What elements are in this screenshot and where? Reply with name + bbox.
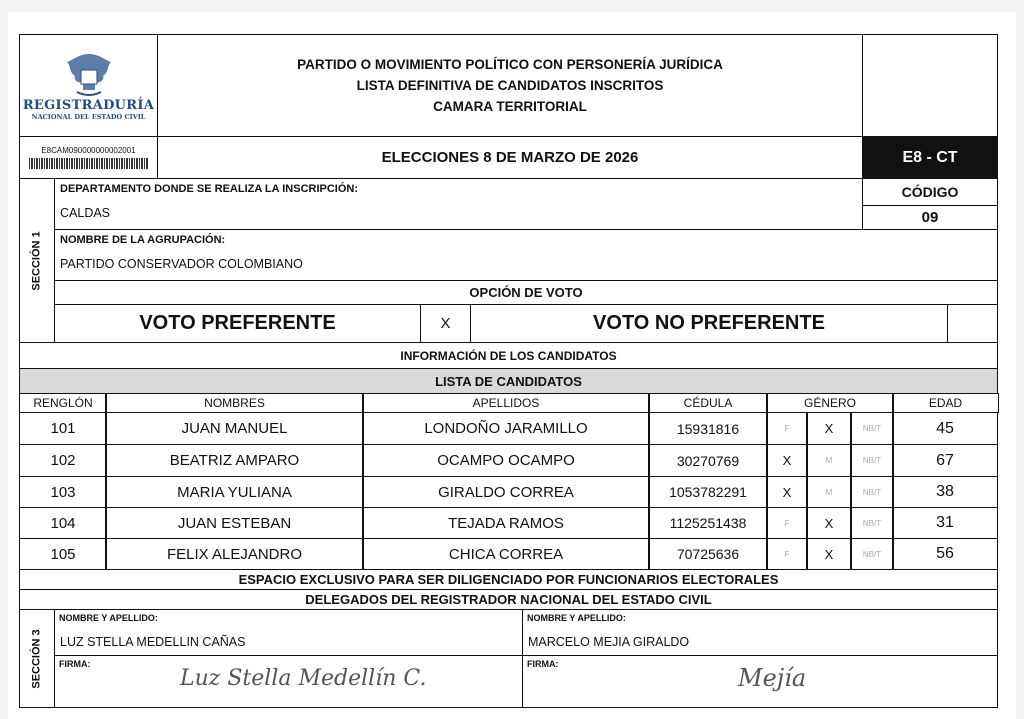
cell-genero-m: M [806,444,852,477]
cell-edad: 67 [892,444,998,477]
cell-genero-nbt: NB/T [850,412,894,445]
cell-apellidos: GIRALDO CORREA [362,476,650,508]
delegate-2-signature-cell: FIRMA: Mejía [522,655,998,708]
no-preferente-checkbox[interactable] [947,304,998,343]
signature-label: FIRMA: [527,659,559,669]
section-3-label: SECCIÓN 3 [19,609,55,708]
cell-genero-m: M [806,476,852,508]
cell-apellidos: CHICA CORREA [362,538,650,570]
cell-genero-nbt: NB/T [850,507,894,539]
code-label: CÓDIGO [862,178,998,206]
cell-renglon: 101 [19,412,107,445]
cell-genero-f: X [766,444,808,477]
cell-cedula: 70725636 [648,538,768,570]
coat-of-arms-icon [66,54,111,96]
cell-edad: 31 [892,507,998,539]
code-value: 09 [862,205,998,230]
candidates-list-title: LISTA DE CANDIDATOS [19,368,998,394]
section-1-label: SECCIÓN 1 [19,178,55,343]
blank-header-cell [862,34,998,137]
department-label: DEPARTAMENTO DONDE SE REALIZA LA INSCRIP… [60,183,359,195]
barcode-image [28,158,149,169]
cell-nombres: MARIA YULIANA [105,476,364,508]
name-label: NOMBRE Y APELLIDO: [527,613,626,623]
cell-cedula: 30270769 [648,444,768,477]
cell-genero-f: F [766,412,808,445]
cell-edad: 38 [892,476,998,508]
cell-genero-nbt: NB/T [850,444,894,477]
cell-genero-f: X [766,476,808,508]
preferente-checkbox[interactable]: X [420,304,471,343]
delegate-1-signature-cell: FIRMA: Luz Stella Medellín C. [54,655,523,708]
form-title: PARTIDO O MOVIMIENTO POLÍTICO CON PERSON… [157,34,863,137]
column-header-edad: EDAD [892,393,999,413]
column-header-nombres: NOMBRES [105,393,364,413]
cell-cedula: 15931816 [648,412,768,445]
cell-genero-f: F [766,538,808,570]
paper-background [8,12,1016,719]
election-name: ELECCIONES 8 DE MARZO DE 2026 [157,136,863,179]
logo-subtext: NACIONAL DEL ESTADO CIVIL [31,113,146,121]
form-code-badge: E8 - CT [862,136,998,179]
column-header-genero: GÉNERO [766,393,894,413]
cell-genero-m: X [806,507,852,539]
cell-renglon: 105 [19,538,107,570]
candidates-info-title: INFORMACIÓN DE LOS CANDIDATOS [19,342,998,369]
delegate-1-name: LUZ STELLA MEDELLIN CAÑAS [60,635,246,649]
cell-renglon: 104 [19,507,107,539]
cell-edad: 56 [892,538,998,570]
cell-nombres: BEATRIZ AMPARO [105,444,364,477]
barcode-cell: E8CAM090000000002001 [19,136,158,179]
cell-genero-f: F [766,507,808,539]
barcode-number: E8CAM090000000002001 [41,146,136,155]
group-cell: NOMBRE DE LA AGRUPACIÓN: PARTIDO CONSERV… [54,229,998,281]
title-line: LISTA DEFINITIVA DE CANDIDATOS INSCRITOS [356,78,664,93]
delegate-2-name-cell: NOMBRE Y APELLIDO: MARCELO MEJIA GIRALDO [522,609,998,656]
column-header-renglon: RENGLÓN [19,393,107,413]
signature-label: FIRMA: [59,659,91,669]
no-preferente-label: VOTO NO PREFERENTE [470,304,948,343]
cell-genero-m: X [806,412,852,445]
group-value: PARTIDO CONSERVADOR COLOMBIANO [60,257,303,271]
cell-cedula: 1125251438 [648,507,768,539]
cell-renglon: 103 [19,476,107,508]
cell-renglon: 102 [19,444,107,477]
column-header-apellidos: APELLIDOS [362,393,650,413]
cell-nombres: FELIX ALEJANDRO [105,538,364,570]
department-cell: DEPARTAMENTO DONDE SE REALIZA LA INSCRIP… [54,178,863,230]
preferente-label: VOTO PREFERENTE [54,304,421,343]
cell-apellidos: OCAMPO OCAMPO [362,444,650,477]
cell-genero-m: X [806,538,852,570]
logo-text: REGISTRADURÍA [22,98,155,113]
cell-apellidos: LONDOÑO JARAMILLO [362,412,650,445]
delegates-title: DELEGADOS DEL REGISTRADOR NACIONAL DEL E… [19,589,998,610]
cell-cedula: 1053782291 [648,476,768,508]
delegate-2-signature: Mejía [738,664,807,692]
vote-option-title: OPCIÓN DE VOTO [54,280,998,305]
title-line: CAMARA TERRITORIAL [433,99,587,114]
cell-nombres: JUAN ESTEBAN [105,507,364,539]
cell-apellidos: TEJADA RAMOS [362,507,650,539]
cell-genero-nbt: NB/T [850,538,894,570]
logo-cell: REGISTRADURÍA NACIONAL DEL ESTADO CIVIL [19,34,158,137]
department-value: CALDAS [60,206,111,220]
delegate-1-name-cell: NOMBRE Y APELLIDO: LUZ STELLA MEDELLIN C… [54,609,523,656]
cell-genero-nbt: NB/T [850,476,894,508]
title-line: PARTIDO O MOVIMIENTO POLÍTICO CON PERSON… [297,57,723,72]
delegate-2-name: MARCELO MEJIA GIRALDO [528,635,690,649]
cell-nombres: JUAN MANUEL [105,412,364,445]
column-header-cedula: CÉDULA [648,393,768,413]
name-label: NOMBRE Y APELLIDO: [59,613,158,623]
group-label: NOMBRE DE LA AGRUPACIÓN: [60,234,226,246]
delegate-1-signature: Luz Stella Medellín C. [180,666,427,691]
exclusive-space-title: ESPACIO EXCLUSIVO PARA SER DILIGENCIADO … [19,569,998,590]
cell-edad: 45 [892,412,998,445]
